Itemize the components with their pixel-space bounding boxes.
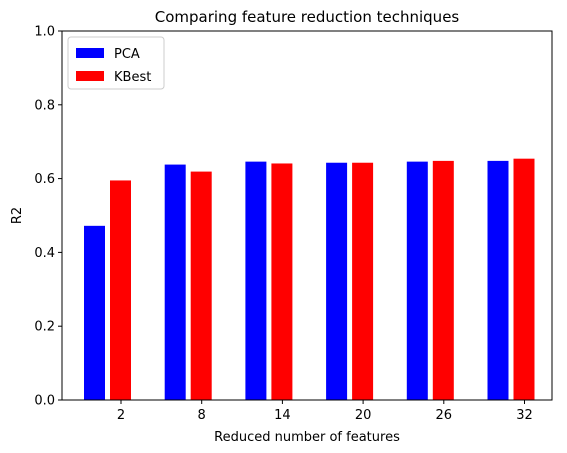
legend-label-pca: PCA	[114, 47, 140, 62]
y-tick-label: 0.8	[34, 98, 55, 113]
bar-pca-26	[407, 162, 428, 400]
y-axis-label: R2	[10, 207, 25, 224]
y-tick-label: 0.0	[34, 394, 55, 409]
chart-title: Comparing feature reduction techniques	[155, 8, 460, 26]
bar-kbest-8	[191, 172, 212, 400]
x-tick-label: 26	[436, 408, 453, 423]
y-tick-label: 0.6	[34, 172, 55, 187]
y-tick-label: 1.0	[34, 25, 55, 40]
y-tick-label: 0.4	[34, 246, 55, 261]
bar-kbest-14	[271, 163, 292, 400]
legend: PCA KBest	[68, 37, 164, 89]
x-tick-label: 2	[117, 408, 125, 423]
bar-pca-32	[488, 161, 509, 400]
bar-kbest-32	[514, 159, 535, 400]
bar-pca-8	[165, 165, 186, 400]
x-tick-label: 20	[355, 408, 372, 423]
bar-kbest-20	[352, 163, 373, 400]
x-axis-label: Reduced number of features	[214, 430, 400, 445]
x-tick-label: 8	[198, 408, 206, 423]
legend-swatch-pca	[76, 48, 104, 58]
legend-label-kbest: KBest	[114, 70, 151, 85]
x-tick-label: 14	[274, 408, 291, 423]
y-tick-label: 0.2	[34, 320, 55, 335]
bar-pca-2	[84, 226, 105, 400]
x-tick-label: 32	[516, 408, 533, 423]
bar-pca-20	[326, 163, 347, 400]
legend-swatch-kbest	[76, 71, 104, 81]
bar-kbest-2	[110, 180, 131, 400]
bar-kbest-26	[433, 161, 454, 400]
bar-pca-14	[245, 162, 266, 400]
